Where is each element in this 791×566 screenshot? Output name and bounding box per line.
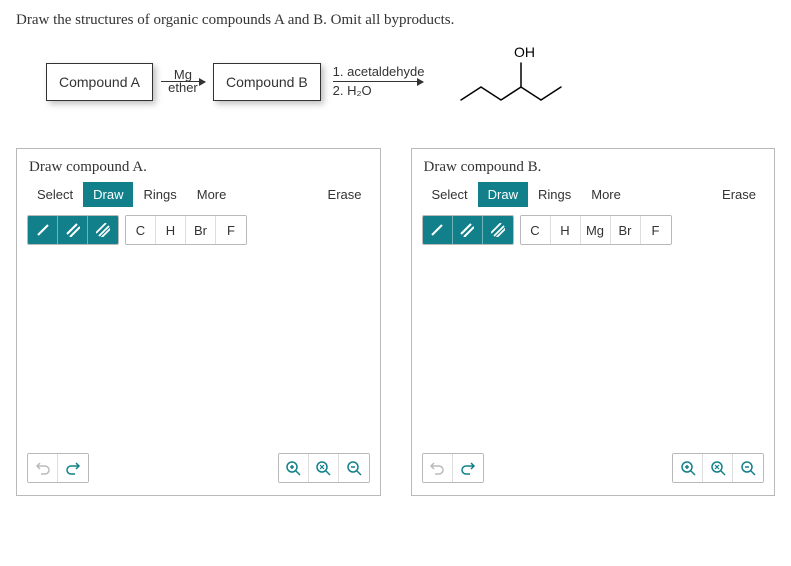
panel-b-tabs: Select Draw Rings More Erase	[412, 182, 775, 215]
conditions-2: 1. acetaldehyde 2. H₂O	[333, 63, 425, 100]
elem-br[interactable]: Br	[186, 216, 216, 244]
draw-panel-a: Draw compound A. Select Draw Rings More …	[16, 148, 381, 496]
triple-bond-button[interactable]	[88, 216, 118, 244]
tab-more[interactable]: More	[581, 182, 631, 207]
tab-rings[interactable]: Rings	[133, 182, 186, 207]
zoom-out-button[interactable]	[339, 454, 369, 482]
compound-a-box: Compound A	[46, 63, 153, 101]
undo-button[interactable]	[423, 454, 453, 482]
tab-rings[interactable]: Rings	[528, 182, 581, 207]
panel-a-tabs: Select Draw Rings More Erase	[17, 182, 380, 215]
tab-select[interactable]: Select	[27, 182, 83, 207]
panel-a-toolbar: C H Br F	[17, 215, 380, 255]
erase-button[interactable]: Erase	[320, 182, 370, 207]
compound-b-box: Compound B	[213, 63, 321, 101]
elem-f[interactable]: F	[216, 216, 246, 244]
elem-f[interactable]: F	[641, 216, 671, 244]
triple-bond-button[interactable]	[483, 216, 513, 244]
panel-a-title: Draw compound A.	[17, 149, 380, 182]
zoom-in-button[interactable]	[279, 454, 309, 482]
elem-h[interactable]: H	[551, 216, 581, 244]
tab-draw[interactable]: Draw	[478, 182, 528, 207]
element-group-a: C H Br F	[125, 215, 247, 245]
element-group-b: C H Mg Br F	[520, 215, 672, 245]
elem-br[interactable]: Br	[611, 216, 641, 244]
product-structure: OH	[456, 45, 606, 118]
elem-c[interactable]: C	[126, 216, 156, 244]
zoom-reset-button[interactable]	[309, 454, 339, 482]
zoom-reset-button[interactable]	[703, 454, 733, 482]
draw-canvas-b[interactable]	[412, 255, 775, 445]
redo-button[interactable]	[453, 454, 483, 482]
single-bond-button[interactable]	[423, 216, 453, 244]
undo-button[interactable]	[28, 454, 58, 482]
draw-panel-b: Draw compound B. Select Draw Rings More …	[411, 148, 776, 496]
panel-b-title: Draw compound B.	[412, 149, 775, 182]
question-prompt: Draw the structures of organic compounds…	[16, 12, 775, 29]
arrow-1: Mg ether	[161, 67, 205, 95]
draw-canvas-a[interactable]	[17, 255, 380, 445]
tab-draw[interactable]: Draw	[83, 182, 133, 207]
panel-b-toolbar: C H Mg Br F	[412, 215, 775, 255]
tab-more[interactable]: More	[187, 182, 237, 207]
single-bond-button[interactable]	[28, 216, 58, 244]
elem-h[interactable]: H	[156, 216, 186, 244]
double-bond-button[interactable]	[58, 216, 88, 244]
oh-label: OH	[514, 45, 535, 60]
redo-button[interactable]	[58, 454, 88, 482]
zoom-in-button[interactable]	[673, 454, 703, 482]
double-bond-button[interactable]	[453, 216, 483, 244]
zoom-out-button[interactable]	[733, 454, 763, 482]
erase-button[interactable]: Erase	[714, 182, 764, 207]
elem-mg[interactable]: Mg	[581, 216, 611, 244]
reaction-scheme: Compound A Mg ether Compound B 1. acetal…	[46, 45, 775, 118]
tab-select[interactable]: Select	[422, 182, 478, 207]
elem-c[interactable]: C	[521, 216, 551, 244]
